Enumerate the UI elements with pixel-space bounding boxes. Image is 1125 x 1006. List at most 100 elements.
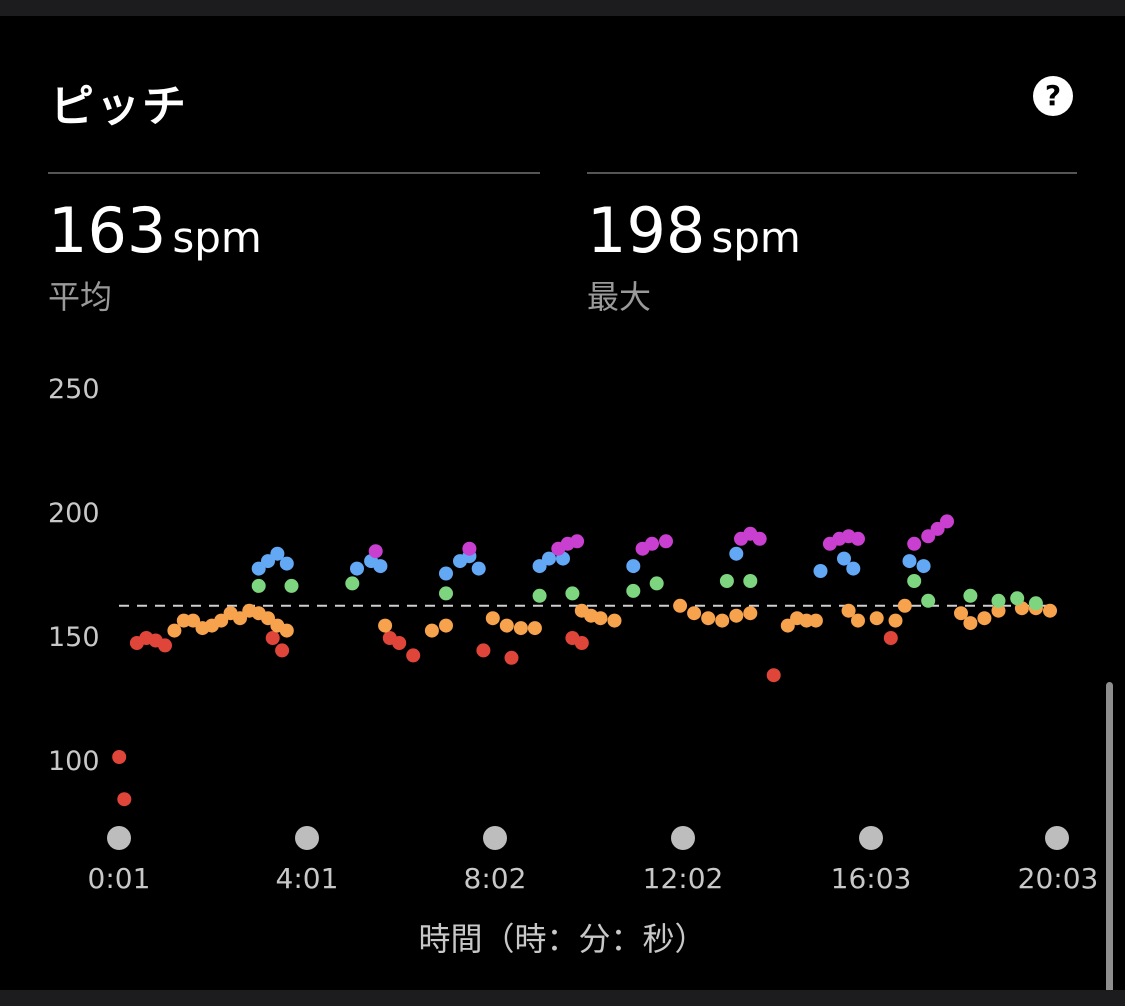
max-number: 198 bbox=[587, 194, 706, 267]
data-point-purple-4 bbox=[570, 534, 585, 549]
data-point-blue-2 bbox=[270, 546, 285, 561]
data-point-red-16 bbox=[883, 631, 898, 645]
data-point-red-5 bbox=[158, 638, 172, 653]
average-unit: spm bbox=[172, 213, 262, 262]
data-point-orange-5 bbox=[214, 613, 229, 628]
stat-average: 163 spm 平均 bbox=[48, 172, 540, 316]
data-point-red-0 bbox=[112, 750, 127, 764]
data-point-purple-0 bbox=[368, 544, 383, 559]
data-point-blue-14 bbox=[626, 559, 641, 574]
data-point-purple-1 bbox=[462, 541, 477, 556]
data-point-red-15 bbox=[766, 668, 781, 683]
data-point-purple-17 bbox=[930, 521, 945, 536]
data-point-orange-26 bbox=[701, 611, 716, 626]
data-point-green-7 bbox=[649, 576, 664, 591]
stat-max-value: 198 spm bbox=[587, 196, 801, 273]
data-point-purple-6 bbox=[645, 536, 659, 551]
data-point-blue-7 bbox=[439, 566, 453, 581]
data-point-orange-2 bbox=[186, 613, 201, 628]
data-point-red-11 bbox=[476, 643, 491, 658]
data-point-orange-36 bbox=[869, 611, 884, 626]
data-point-orange-14 bbox=[424, 623, 439, 638]
data-point-orange-19 bbox=[527, 621, 542, 636]
x-tick-marker-2[interactable] bbox=[483, 826, 507, 850]
data-point-blue-18 bbox=[846, 561, 861, 576]
stat-max: 198 spm 最大 bbox=[587, 172, 1077, 316]
x-tick-marker-3[interactable] bbox=[671, 826, 695, 850]
top-edge bbox=[0, 0, 1125, 16]
data-point-orange-17 bbox=[499, 618, 514, 633]
data-point-green-4 bbox=[532, 588, 547, 603]
data-point-orange-39 bbox=[954, 606, 968, 621]
y-tick-label-100: 100 bbox=[48, 746, 100, 777]
data-point-blue-20 bbox=[916, 559, 931, 574]
data-point-orange-10 bbox=[261, 611, 275, 626]
data-point-orange-18 bbox=[513, 621, 528, 636]
x-tick-label-0: 0:01 bbox=[87, 862, 151, 895]
data-point-orange-38 bbox=[897, 598, 912, 613]
x-tick-marker-5[interactable] bbox=[1045, 826, 1069, 850]
data-point-blue-11 bbox=[532, 559, 547, 574]
stat-average-value: 163 spm bbox=[48, 196, 262, 273]
data-point-orange-28 bbox=[729, 608, 744, 623]
data-point-red-7 bbox=[275, 643, 290, 658]
data-point-green-6 bbox=[626, 583, 641, 598]
data-point-blue-19 bbox=[902, 554, 917, 569]
scrollbar[interactable] bbox=[1106, 682, 1113, 1002]
y-tick-label-250: 250 bbox=[48, 374, 100, 405]
data-point-blue-15 bbox=[729, 546, 744, 561]
data-point-red-6 bbox=[265, 631, 280, 645]
page-title: ピッチ bbox=[50, 81, 188, 132]
data-point-blue-10 bbox=[471, 561, 486, 576]
data-point-green-13 bbox=[991, 593, 1006, 608]
data-point-orange-41 bbox=[977, 611, 992, 626]
x-tick-label-3: 12:02 bbox=[642, 862, 724, 895]
bottom-edge bbox=[0, 990, 1125, 1006]
y-tick-label-200: 200 bbox=[48, 498, 100, 529]
help-icon[interactable]: ? bbox=[1033, 76, 1073, 116]
data-point-orange-40 bbox=[963, 616, 978, 631]
data-point-green-12 bbox=[963, 588, 978, 603]
data-point-red-1 bbox=[117, 792, 132, 807]
data-point-blue-4 bbox=[350, 561, 364, 576]
data-point-purple-18 bbox=[940, 514, 954, 529]
data-point-green-0 bbox=[251, 578, 266, 593]
x-tick-marker-1[interactable] bbox=[295, 826, 319, 850]
data-point-green-8 bbox=[719, 574, 734, 588]
data-point-red-9 bbox=[392, 636, 407, 650]
data-point-green-5 bbox=[565, 586, 580, 601]
data-point-green-15 bbox=[1028, 596, 1043, 611]
data-point-green-3 bbox=[439, 586, 453, 601]
data-point-orange-13 bbox=[378, 618, 393, 633]
data-point-orange-15 bbox=[439, 618, 453, 633]
data-point-green-10 bbox=[907, 574, 922, 588]
stat-average-label: 平均 bbox=[48, 278, 113, 316]
data-point-green-11 bbox=[921, 593, 936, 608]
data-point-orange-12 bbox=[279, 623, 294, 638]
data-point-orange-24 bbox=[673, 598, 688, 613]
x-tick-marker-0[interactable] bbox=[107, 826, 131, 850]
data-point-orange-7 bbox=[233, 611, 247, 626]
data-point-orange-45 bbox=[1043, 603, 1057, 618]
data-point-purple-10 bbox=[752, 531, 767, 546]
data-point-purple-15 bbox=[907, 536, 922, 551]
data-point-green-14 bbox=[1010, 591, 1025, 606]
data-point-red-14 bbox=[574, 636, 589, 650]
data-point-red-10 bbox=[406, 648, 421, 663]
data-point-blue-0 bbox=[251, 561, 266, 576]
x-tick-label-2: 8:02 bbox=[463, 862, 527, 895]
y-tick-label-150: 150 bbox=[48, 622, 100, 653]
max-unit: spm bbox=[711, 213, 801, 262]
x-tick-marker-4[interactable] bbox=[859, 826, 883, 850]
x-tick-label-4: 16:03 bbox=[830, 862, 912, 895]
data-point-orange-29 bbox=[743, 606, 758, 621]
data-point-orange-16 bbox=[485, 611, 500, 626]
data-point-blue-1 bbox=[261, 554, 275, 569]
data-point-blue-16 bbox=[813, 564, 828, 578]
data-point-orange-33 bbox=[808, 613, 823, 628]
data-point-orange-22 bbox=[593, 611, 608, 626]
data-point-orange-23 bbox=[607, 613, 622, 628]
data-point-blue-12 bbox=[542, 551, 556, 566]
data-point-green-9 bbox=[743, 574, 758, 588]
